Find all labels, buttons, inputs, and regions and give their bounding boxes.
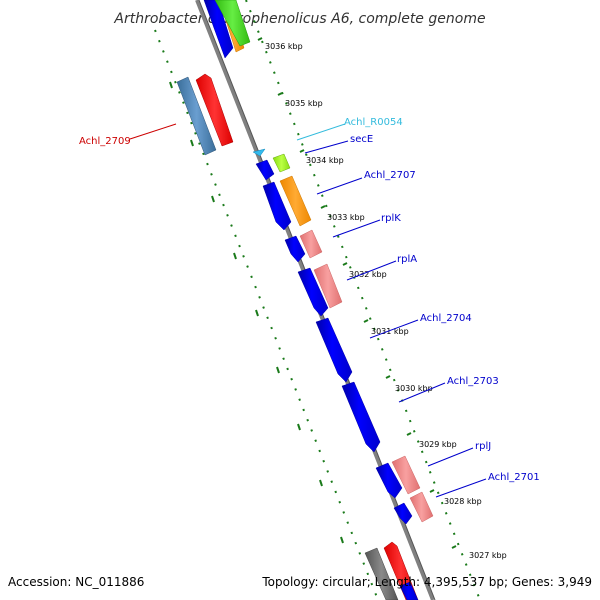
gene-rplj-blue[interactable] [375, 462, 403, 499]
inner-ruler-major-ticks [257, 37, 457, 549]
tick-label: 3035 kbp [285, 99, 323, 108]
gene-rpla-blue[interactable] [297, 267, 329, 317]
tick-labels: 3036 kbp 3035 kbp 3034 kbp 3033 kbp 3032… [265, 42, 507, 560]
gene-achl-2701-blue[interactable] [393, 502, 413, 525]
gene-orange-mid[interactable] [279, 175, 312, 227]
outer-strand-genes [176, 73, 419, 600]
gene-achl-2709-left[interactable] [176, 76, 217, 156]
tick-label: 3029 kbp [419, 440, 457, 449]
gene-label-achl-2709[interactable]: Achl_2709 [79, 136, 131, 147]
gene-label-achl-2704[interactable]: Achl_2704 [420, 313, 472, 324]
gene-achl-2709-right[interactable] [195, 73, 234, 147]
tick-label: 3036 kbp [265, 42, 303, 51]
gene-labels: Achl_2709 Achl_R0054 secE Achl_2707 rplK… [79, 117, 540, 483]
gene-sece[interactable] [255, 159, 275, 181]
gene-label-rplj[interactable]: rplJ [475, 441, 491, 452]
gene-achl-r0054[interactable] [252, 148, 266, 157]
gene-achl-2704[interactable] [315, 317, 353, 383]
map-title: Arthrobacter chlorophenolicus A6, comple… [113, 11, 485, 27]
tick-label: 3027 kbp [469, 551, 507, 560]
inner-strand-genes [203, 0, 434, 600]
gene-achl-2701[interactable] [409, 491, 434, 523]
tick-label: 3028 kbp [444, 497, 482, 506]
gene-achl-2707[interactable] [262, 181, 292, 231]
gene-rpla[interactable] [313, 263, 343, 309]
gene-rplj[interactable] [391, 455, 421, 495]
gene-label-achl-2703[interactable]: Achl_2703 [447, 376, 499, 387]
topology-text: Topology: circular; Length: 4,395,537 bp… [261, 575, 592, 589]
gene-light-green[interactable] [272, 153, 291, 173]
inner-ruler-ring [245, 0, 481, 600]
gene-rplk-blue[interactable] [284, 235, 306, 263]
gene-label-achl-r0054[interactable]: Achl_R0054 [344, 117, 403, 128]
outer-ruler-ring [154, 29, 379, 600]
tick-label: 3031 kbp [371, 327, 409, 336]
accession-text: Accession: NC_011886 [8, 575, 144, 589]
tick-label: 3034 kbp [306, 156, 344, 165]
label-leaders [129, 123, 487, 498]
gene-blue-bottom[interactable] [399, 581, 419, 600]
gene-green-top[interactable] [214, 0, 251, 47]
gene-achl-2703[interactable] [341, 381, 381, 453]
gene-label-rpla[interactable]: rplA [397, 254, 417, 265]
outer-ruler-major-ticks [169, 81, 344, 544]
gene-gray-bottom[interactable] [364, 547, 399, 600]
gene-blue-top[interactable] [203, 0, 234, 59]
tick-label: 3030 kbp [395, 384, 433, 393]
gene-rplk[interactable] [299, 229, 323, 259]
tick-label: 3033 kbp [327, 213, 365, 222]
tick-label: 3032 kbp [349, 270, 387, 279]
gene-label-sece[interactable]: secE [350, 134, 373, 145]
gene-label-rplk[interactable]: rplK [381, 213, 401, 224]
gene-label-achl-2707[interactable]: Achl_2707 [364, 170, 416, 181]
gene-label-achl-2701[interactable]: Achl_2701 [488, 472, 540, 483]
